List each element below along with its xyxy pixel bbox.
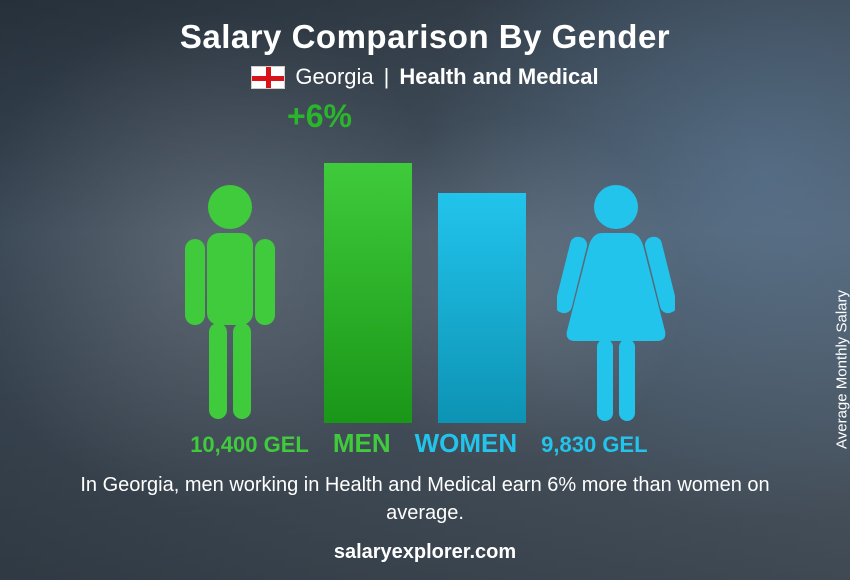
site-label: salaryexplorer.com	[334, 541, 516, 564]
country-label: Georgia	[295, 64, 373, 90]
category-label: Health and Medical	[399, 64, 598, 90]
divider: |	[384, 64, 390, 90]
men-figure-icon	[175, 183, 285, 423]
subtitle-row: Georgia | Health and Medical	[251, 64, 598, 90]
infographic-container: Salary Comparison By Gender Georgia | He…	[0, 0, 850, 580]
women-figure-icon	[557, 183, 675, 423]
men-bar	[324, 163, 412, 423]
women-salary-value: 9,830 GEL	[541, 432, 691, 458]
women-label: WOMEN	[415, 428, 518, 459]
chart-area: +6%	[30, 98, 820, 465]
labels-row: 10,400 GEL MEN WOMEN 9,830 GEL	[30, 428, 820, 459]
page-title: Salary Comparison By Gender	[180, 18, 670, 56]
difference-label: +6%	[287, 98, 352, 135]
georgia-flag-icon	[251, 66, 285, 89]
caption-text: In Georgia, men working in Health and Me…	[55, 471, 795, 527]
bars-group	[324, 163, 526, 423]
men-label: MEN	[333, 428, 391, 459]
men-salary-value: 10,400 GEL	[159, 432, 309, 458]
women-bar	[438, 193, 526, 423]
y-axis-label: Average Monthly Salary	[834, 290, 850, 449]
